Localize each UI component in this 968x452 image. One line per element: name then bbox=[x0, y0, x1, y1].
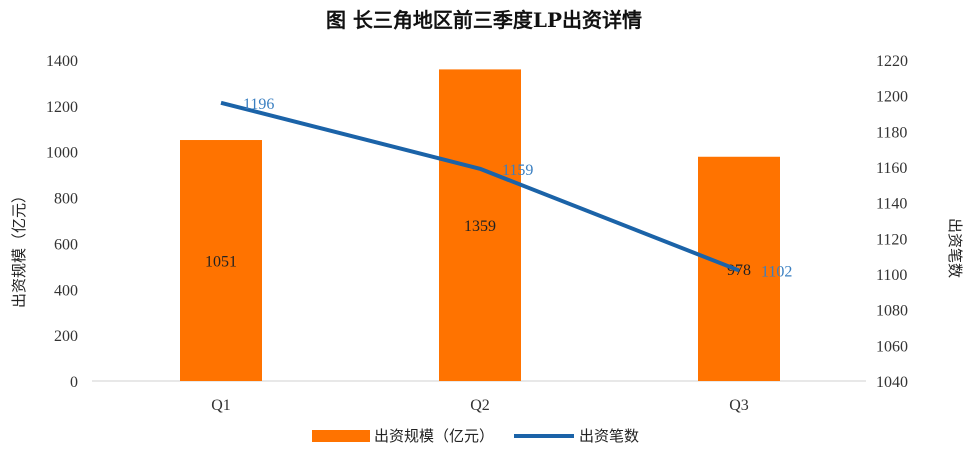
line-data-label: 1102 bbox=[761, 263, 792, 280]
right-tick-label: 1060 bbox=[876, 338, 908, 355]
right-axis-title: 出资笔数 bbox=[946, 218, 964, 278]
right-tick-label: 1140 bbox=[876, 196, 907, 213]
right-axis-ticks: 1040 1060 1080 1100 1120 1140 1160 1180 1200 1220 bbox=[876, 53, 908, 391]
x-axis-labels: Q1 Q2 Q3 bbox=[211, 397, 749, 414]
right-tick-label: 1200 bbox=[876, 89, 908, 106]
left-axis-title: 出资规模（亿元） bbox=[10, 188, 28, 308]
left-tick-label: 0 bbox=[70, 374, 78, 391]
line-series: 1196 1159 1102 bbox=[220, 96, 792, 280]
right-tick-label: 1080 bbox=[876, 303, 908, 320]
right-tick-label: 1160 bbox=[876, 160, 907, 177]
bar bbox=[439, 69, 521, 382]
left-axis-ticks: 0 200 400 600 800 1000 1200 1400 bbox=[46, 53, 78, 391]
right-tick-label: 1100 bbox=[876, 267, 907, 284]
left-tick-label: 600 bbox=[54, 236, 78, 253]
right-tick-label: 1220 bbox=[876, 53, 908, 70]
bar-data-label: 1051 bbox=[205, 254, 237, 271]
x-tick-label: Q3 bbox=[729, 397, 749, 414]
left-tick-label: 400 bbox=[54, 282, 78, 299]
legend-line-label: 出资笔数 bbox=[579, 427, 639, 445]
right-tick-label: 1180 bbox=[876, 124, 907, 141]
right-tick-label: 1120 bbox=[876, 231, 907, 248]
legend-bar-swatch bbox=[312, 430, 370, 442]
x-tick-label: Q2 bbox=[470, 397, 490, 414]
line-data-label: 1159 bbox=[502, 162, 533, 179]
left-tick-label: 200 bbox=[54, 328, 78, 345]
legend: 出资规模（亿元） 出资笔数 bbox=[312, 427, 639, 445]
right-tick-label: 1040 bbox=[876, 374, 908, 391]
line-path bbox=[220, 100, 740, 273]
left-tick-label: 1200 bbox=[46, 99, 78, 116]
left-tick-label: 800 bbox=[54, 191, 78, 208]
legend-bar-label: 出资规模（亿元） bbox=[374, 427, 494, 445]
bar bbox=[180, 140, 262, 381]
chart-title: 图 长三角地区前三季度LP出资详情 bbox=[326, 8, 642, 32]
x-tick-label: Q1 bbox=[211, 397, 231, 414]
bar-data-label: 1359 bbox=[464, 218, 496, 235]
line-data-label: 1196 bbox=[243, 96, 274, 113]
left-tick-label: 1000 bbox=[46, 145, 78, 162]
left-tick-label: 1400 bbox=[46, 53, 78, 70]
